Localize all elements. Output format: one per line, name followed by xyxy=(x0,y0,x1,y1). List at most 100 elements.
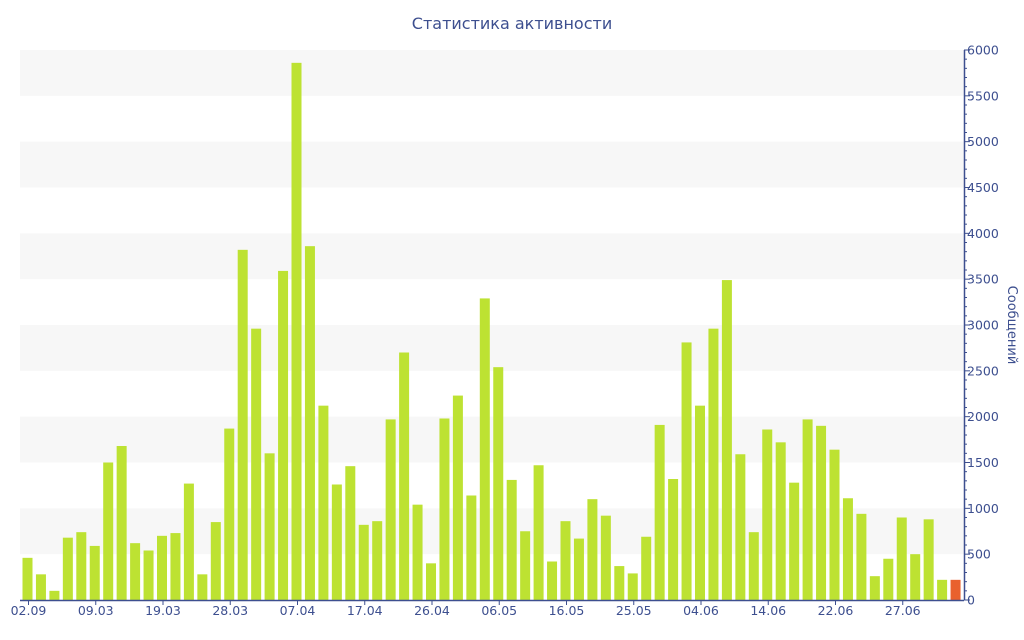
bar xyxy=(748,532,759,600)
bar xyxy=(439,418,450,600)
bar xyxy=(869,576,880,600)
y-tick-label: 5500 xyxy=(967,88,999,103)
y-tick-label: 500 xyxy=(967,547,991,562)
y-tick-label: 1500 xyxy=(967,455,999,470)
bar xyxy=(452,395,463,600)
bar xyxy=(735,454,746,600)
bar xyxy=(264,453,275,600)
bar xyxy=(183,483,194,600)
bar xyxy=(76,532,87,600)
bar xyxy=(210,522,221,600)
bar xyxy=(641,536,652,600)
bar xyxy=(937,579,948,600)
x-tick-label: 14.06 xyxy=(750,603,786,618)
bar xyxy=(708,328,719,600)
bar xyxy=(130,543,141,600)
bar xyxy=(116,446,127,600)
bar xyxy=(506,479,517,600)
bar xyxy=(587,499,598,600)
x-tick-label: 07.04 xyxy=(280,603,316,618)
y-tick-label: 2500 xyxy=(967,363,999,378)
y-tick-label: 2000 xyxy=(967,409,999,424)
bar xyxy=(62,537,73,600)
grid-bands xyxy=(20,50,964,555)
bar xyxy=(802,419,813,600)
bar xyxy=(304,246,315,600)
y-tick-label: 3500 xyxy=(967,272,999,287)
y-tick-label: 6000 xyxy=(967,43,999,58)
bar xyxy=(789,482,800,600)
bar xyxy=(224,428,235,600)
bar xyxy=(950,579,961,600)
y-tick-label: 1000 xyxy=(967,501,999,516)
bar xyxy=(600,515,611,600)
bar xyxy=(466,495,477,600)
bar xyxy=(721,280,732,600)
bar xyxy=(372,521,383,600)
y-tick-label: 4000 xyxy=(967,226,999,241)
bar xyxy=(385,419,396,600)
bar xyxy=(345,466,356,600)
bar xyxy=(627,573,638,600)
y-tick-label: 3000 xyxy=(967,318,999,333)
bar xyxy=(170,533,181,600)
bar xyxy=(399,352,410,600)
chart-title: Статистика активности xyxy=(411,14,613,33)
bar xyxy=(49,590,60,600)
x-tick-label: 02.09 xyxy=(11,603,47,618)
bar xyxy=(923,519,934,600)
bar xyxy=(22,557,33,600)
grid-band xyxy=(20,325,964,371)
bar xyxy=(358,524,369,600)
bar xyxy=(547,561,558,600)
bar xyxy=(412,504,423,600)
x-tick-label: 27.06 xyxy=(885,603,921,618)
axes: 0 500 1000 1500 2000 2500 3000 3500 4000 4500 5000… xyxy=(11,43,999,619)
x-tick-label: 16.05 xyxy=(549,603,585,618)
y-tick-label: 4500 xyxy=(967,180,999,195)
bar xyxy=(816,425,827,600)
x-tick-label: 22.06 xyxy=(818,603,854,618)
bar xyxy=(910,554,921,600)
bar xyxy=(278,270,289,600)
bar xyxy=(35,574,46,600)
bar xyxy=(775,442,786,600)
x-tick-label: 19.03 xyxy=(145,603,181,618)
bar xyxy=(479,298,490,600)
grid-band xyxy=(20,233,964,280)
bar xyxy=(520,531,531,600)
x-tick-label: 04.06 xyxy=(683,603,719,618)
bar xyxy=(318,405,329,600)
bar xyxy=(681,342,692,600)
bar xyxy=(668,479,679,600)
bar xyxy=(883,558,894,600)
bar xyxy=(103,462,114,600)
bar xyxy=(614,566,625,600)
x-tick-label: 26.04 xyxy=(414,603,450,618)
x-tick-label: 28.03 xyxy=(212,603,248,618)
y-tick-label: 5000 xyxy=(967,134,999,149)
bar xyxy=(426,563,436,600)
grid-band xyxy=(20,141,964,188)
bar xyxy=(560,521,571,600)
bar xyxy=(533,465,544,600)
x-tick-label: 06.05 xyxy=(481,603,517,618)
bar xyxy=(143,550,154,600)
y-tick-label: 0 xyxy=(967,593,975,608)
x-tick-label: 09.03 xyxy=(78,603,114,618)
bar xyxy=(654,424,665,600)
bar xyxy=(291,62,302,601)
bar xyxy=(573,538,584,600)
bar xyxy=(331,484,342,600)
x-tick-label: 17.04 xyxy=(347,603,383,618)
bar xyxy=(157,535,167,600)
bar xyxy=(842,498,853,600)
bar xyxy=(829,449,840,600)
bar xyxy=(89,545,100,600)
bar xyxy=(197,574,208,600)
bar xyxy=(237,249,248,601)
bar xyxy=(896,517,907,600)
bar xyxy=(762,429,773,600)
bar-series xyxy=(22,62,961,601)
